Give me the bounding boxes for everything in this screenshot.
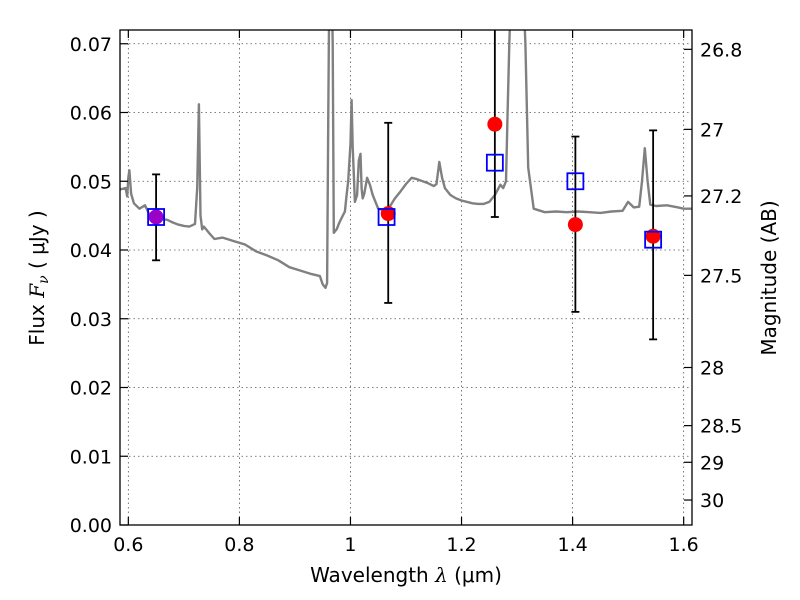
flux-point bbox=[148, 209, 164, 225]
x-tick-label: 1.4 bbox=[557, 534, 587, 556]
model-square-point bbox=[377, 208, 396, 226]
y-tick-label: 0.03 bbox=[70, 309, 112, 331]
y2-tick-label: 27.5 bbox=[700, 265, 742, 287]
plot-frame bbox=[119, 29, 693, 526]
y-tick-label: 0.05 bbox=[70, 171, 112, 193]
y2-tick-label: 27.2 bbox=[700, 186, 742, 208]
y-tick-label: 0.01 bbox=[70, 446, 112, 468]
y-axis-title: Flux Fν ( μJy ) bbox=[25, 210, 52, 345]
model-photometry-points bbox=[147, 153, 663, 249]
model-square-point bbox=[644, 230, 663, 249]
model-square-point bbox=[566, 172, 585, 191]
plot-area bbox=[120, 30, 692, 341]
model-square-point bbox=[485, 153, 504, 172]
x-axis-title: Wavelength λ (μm) bbox=[310, 563, 502, 587]
axis-ticks: 0.6 0.8 1 1.2 1.4 1.6 0.00 0.01 0.02 0.03 0.04 0.05… bbox=[70, 30, 742, 556]
y-tick-label: 0.04 bbox=[70, 240, 112, 262]
y-tick-label: 0.06 bbox=[70, 103, 112, 125]
y2-tick-label: 30 bbox=[700, 490, 724, 512]
y2-tick-label: 28 bbox=[700, 357, 724, 379]
y2-tick-label: 26.8 bbox=[700, 39, 742, 61]
x-tick-label: 0.8 bbox=[224, 534, 254, 556]
x-tick-label: 1 bbox=[344, 534, 356, 556]
y-tick-label: 0.02 bbox=[70, 378, 112, 400]
x-tick-label: 1.2 bbox=[446, 534, 476, 556]
y2-axis-title: Magnitude (AB) bbox=[757, 200, 781, 355]
flux-point bbox=[487, 116, 503, 132]
x-tick-label: 1.6 bbox=[669, 534, 699, 556]
flux-point bbox=[567, 217, 583, 233]
y-tick-label: 0.07 bbox=[70, 34, 112, 56]
model-square-point bbox=[147, 208, 165, 226]
y2-tick-label: 29 bbox=[700, 452, 724, 474]
y2-tick-label: 27 bbox=[700, 119, 724, 141]
y-tick-label: 0.00 bbox=[70, 515, 112, 537]
y2-tick-label: 28.5 bbox=[700, 416, 742, 438]
x-tick-label: 0.6 bbox=[113, 534, 143, 556]
model-spectrum-line bbox=[120, 30, 692, 289]
